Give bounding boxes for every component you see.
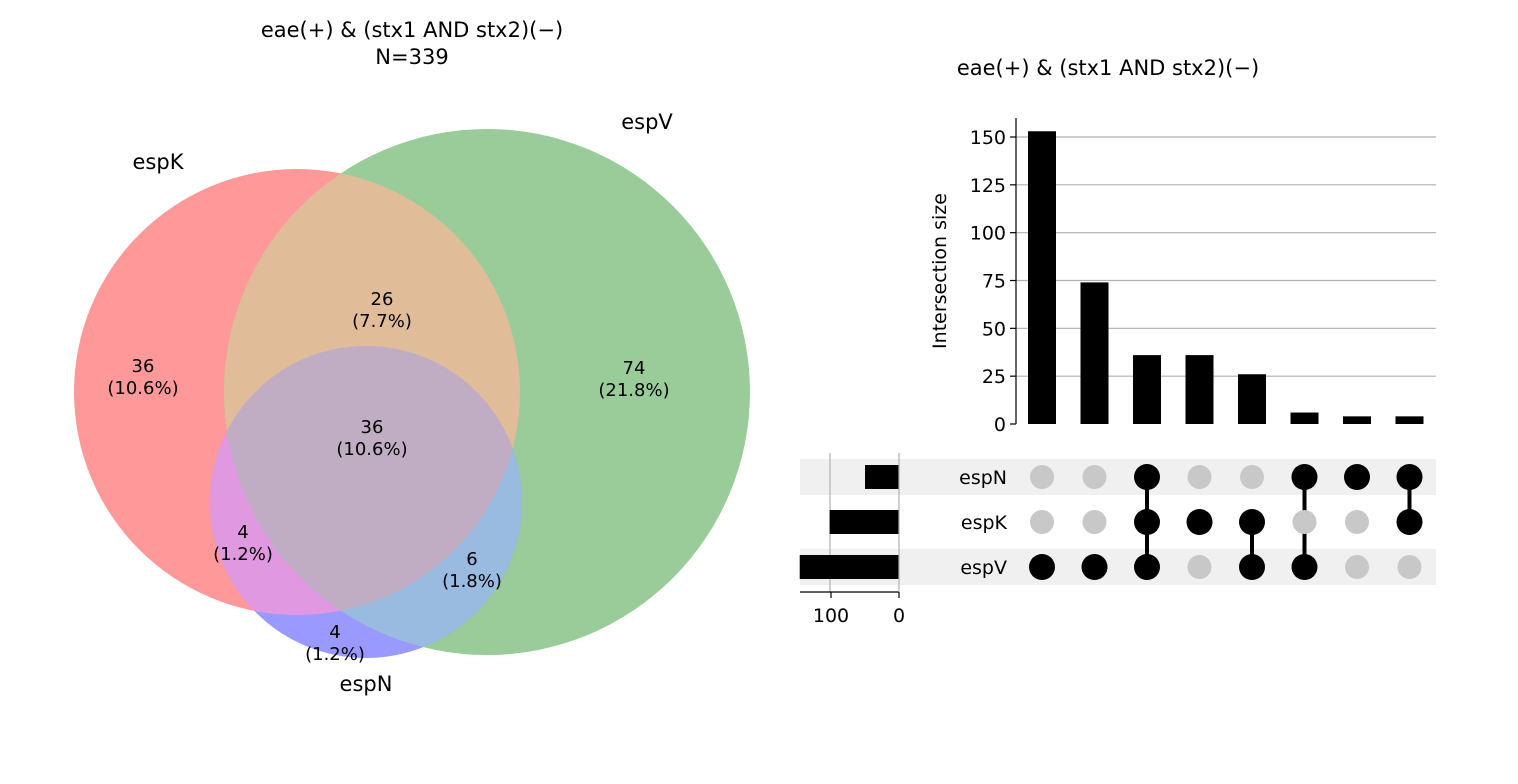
matrix-row-label: espK bbox=[961, 512, 1008, 534]
venn-region-count: 4 bbox=[329, 622, 340, 643]
y-tick-label: 125 bbox=[970, 175, 1006, 197]
set-size-tick-label: 0 bbox=[893, 605, 905, 627]
intersection-bar bbox=[1290, 412, 1319, 424]
upset-title: eae(+) & (stx1 AND stx2)(−) bbox=[957, 56, 1259, 80]
venn-region-count: 36 bbox=[132, 356, 155, 377]
intersection-bar bbox=[1185, 355, 1214, 424]
y-tick-label: 50 bbox=[982, 318, 1006, 340]
venn-subtitle: N=339 bbox=[375, 45, 448, 69]
venn-region-pct: (7.7%) bbox=[352, 311, 412, 332]
set-size-tick-label: 100 bbox=[813, 605, 849, 627]
matrix-dot-active bbox=[1186, 509, 1213, 535]
intersection-bar bbox=[1080, 282, 1109, 424]
matrix-row-label: espN bbox=[959, 467, 1007, 489]
y-tick-label: 0 bbox=[994, 414, 1006, 436]
matrix-dot-active bbox=[1239, 509, 1265, 535]
intersection-bar bbox=[1133, 355, 1161, 424]
matrix-dot-inactive bbox=[1082, 510, 1107, 534]
matrix-dot-active bbox=[1396, 464, 1423, 490]
y-tick-label: 75 bbox=[982, 271, 1006, 293]
matrix-dot-inactive bbox=[1240, 465, 1264, 489]
venn-region-count: 36 bbox=[361, 417, 384, 438]
venn-set-label-espN: espN bbox=[340, 672, 393, 696]
set-size-bar bbox=[799, 555, 899, 579]
matrix-dot-inactive bbox=[1345, 510, 1369, 534]
matrix-dot-inactive bbox=[1030, 465, 1054, 489]
y-tick-label: 150 bbox=[970, 127, 1006, 149]
venn-region-count: 4 bbox=[237, 522, 248, 543]
matrix-dot-active bbox=[1344, 464, 1370, 490]
venn-set-label-espK: espK bbox=[133, 150, 185, 174]
y-axis-label: Intersection size bbox=[929, 193, 951, 349]
intersection-bar bbox=[1028, 131, 1056, 424]
venn-region-count: 6 bbox=[466, 549, 477, 570]
venn-region-pct: (21.8%) bbox=[598, 380, 669, 401]
matrix-dot-inactive bbox=[1030, 510, 1054, 534]
matrix-dot-active bbox=[1239, 554, 1265, 580]
intersection-bar bbox=[1395, 416, 1424, 424]
set-size-bar bbox=[865, 465, 899, 489]
set-size-bar bbox=[829, 510, 899, 534]
matrix-dot-inactive bbox=[1292, 510, 1317, 534]
matrix-dot-active bbox=[1291, 464, 1318, 490]
y-tick-label: 100 bbox=[970, 223, 1006, 245]
matrix-dot-active bbox=[1134, 554, 1160, 580]
venn-region-count: 26 bbox=[371, 289, 394, 310]
matrix-dot-inactive bbox=[1082, 465, 1107, 489]
matrix-row-band bbox=[800, 549, 1436, 585]
intersection-bar bbox=[1343, 416, 1371, 424]
matrix-dot-active bbox=[1396, 509, 1423, 535]
venn-region-pct: (1.2%) bbox=[305, 644, 365, 665]
matrix-dot-inactive bbox=[1187, 555, 1212, 579]
matrix-dot-inactive bbox=[1345, 555, 1369, 579]
matrix-dot-active bbox=[1291, 554, 1318, 580]
matrix-row-band bbox=[800, 459, 1436, 495]
venn-region-pct: (1.8%) bbox=[442, 571, 502, 592]
venn-region-pct: (10.6%) bbox=[107, 378, 178, 399]
matrix-dot-inactive bbox=[1397, 555, 1422, 579]
matrix-dot-active bbox=[1081, 554, 1108, 580]
venn-region-count: 74 bbox=[623, 358, 646, 379]
matrix-dot-active bbox=[1029, 554, 1055, 580]
venn-set-label-espV: espV bbox=[621, 110, 673, 134]
venn-region-pct: (10.6%) bbox=[336, 439, 407, 460]
venn-region-pct: (1.2%) bbox=[213, 544, 273, 565]
matrix-dot-inactive bbox=[1187, 465, 1212, 489]
y-tick-label: 25 bbox=[982, 366, 1006, 388]
venn-diagram: eae(+) & (stx1 AND stx2)(−) N=339 espK es… bbox=[74, 18, 750, 696]
upset-plot: eae(+) & (stx1 AND stx2)(−) Intersection… bbox=[799, 56, 1436, 627]
intersection-bar bbox=[1238, 374, 1266, 424]
matrix-dot-active bbox=[1134, 464, 1160, 490]
matrix-row-label: espV bbox=[960, 557, 1007, 579]
matrix-dot-active bbox=[1134, 509, 1160, 535]
venn-title: eae(+) & (stx1 AND stx2)(−) bbox=[261, 18, 563, 42]
